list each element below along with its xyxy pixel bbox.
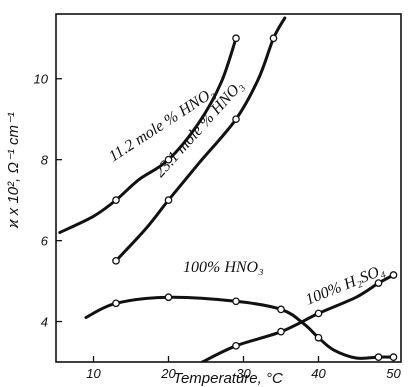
data-point bbox=[232, 297, 240, 306]
data-point bbox=[232, 341, 240, 350]
series-line-11-2-mole-hno bbox=[58, 36, 238, 234]
data-point bbox=[314, 309, 323, 318]
series-label-100-hno3: 100% HNO₃ bbox=[183, 259, 264, 276]
x-tick-label: 20 bbox=[160, 366, 176, 381]
data-point bbox=[269, 34, 278, 43]
data-point bbox=[374, 279, 383, 287]
data-point bbox=[112, 256, 120, 265]
x-tick-label: 40 bbox=[311, 366, 326, 381]
x-tick-label: 50 bbox=[386, 366, 401, 381]
x-tick-label: 10 bbox=[86, 366, 101, 381]
data-point bbox=[112, 196, 120, 204]
series-markers bbox=[112, 34, 398, 361]
x-tick-label: 30 bbox=[236, 366, 251, 381]
data-point bbox=[164, 293, 173, 302]
data-point bbox=[277, 305, 285, 314]
data-point bbox=[112, 299, 120, 308]
x-axis-title: Temperature, °C bbox=[173, 370, 283, 387]
y-tick-label: 4 bbox=[41, 315, 48, 330]
y-axis-ticks: 4 6 8 10 bbox=[34, 72, 62, 330]
y-tick-label: 8 bbox=[41, 153, 49, 168]
data-point bbox=[314, 333, 323, 342]
plot-frame bbox=[55, 13, 402, 363]
data-point bbox=[277, 327, 285, 336]
data-point bbox=[389, 353, 398, 361]
data-point bbox=[164, 155, 173, 164]
data-point bbox=[374, 353, 383, 361]
data-point bbox=[232, 115, 240, 124]
series-curves bbox=[58, 16, 395, 362]
y-axis-title: ϰ x 10², Ω⁻¹ cm⁻¹ bbox=[5, 112, 22, 229]
data-point bbox=[232, 34, 240, 43]
series-line-100-hno bbox=[84, 295, 395, 360]
y-tick-label: 6 bbox=[41, 234, 49, 249]
y-tick-label: 10 bbox=[34, 72, 49, 87]
data-point bbox=[389, 271, 398, 279]
data-point bbox=[164, 196, 173, 204]
